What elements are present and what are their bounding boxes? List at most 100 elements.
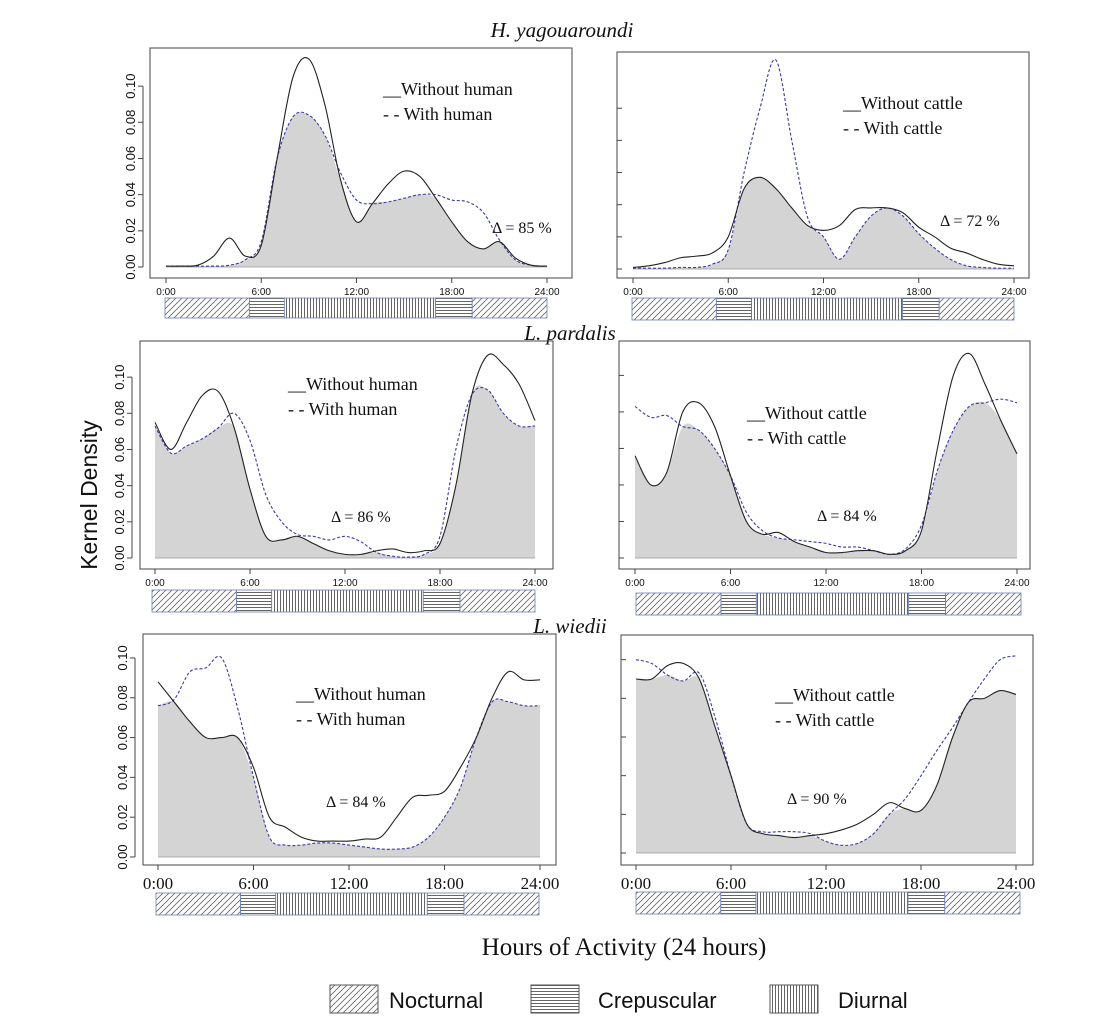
series-legend-entry: - - With cattle (843, 118, 942, 138)
y-tick-label: 0.02 (115, 805, 130, 830)
period-bar-diurnal (275, 892, 428, 916)
series-legend-entry: - - With human (383, 104, 492, 124)
x-tick-label: 12:00 (807, 874, 846, 893)
period-bar-diurnal (283, 297, 436, 319)
period-bar-crepuscular (426, 892, 465, 916)
period-legend: Nocturnal Crepuscular Diurnal (329, 984, 908, 1014)
plot-frame (139, 340, 554, 570)
y-tick-label: 0.00 (115, 844, 130, 869)
panel-2: 0:00 6:00 12:00 18:00 24:00 0.00 0.02 0.04 0.06 0… (112, 340, 554, 613)
period-bar-crepuscular (720, 592, 757, 616)
period-bar-crepuscular (248, 297, 285, 319)
x-tick-label: 18:00 (427, 578, 452, 589)
series-legend-entry: __Without cattle (842, 93, 963, 113)
period-bar-nocturnal (155, 892, 241, 916)
period-bar-nocturnal (164, 297, 250, 319)
period-bar-diurnal (271, 589, 424, 613)
overlap-area (635, 401, 1017, 558)
series-line-with (635, 655, 1017, 846)
period-bar-nocturnal (151, 589, 237, 613)
x-tick-label: 24:00 (997, 874, 1036, 893)
period-bar-crepuscular (715, 297, 752, 321)
y-tick-label: 0.02 (123, 218, 138, 243)
overlap-label: Δ = 72 % (940, 213, 1000, 230)
x-tick-label: 18:00 (909, 578, 934, 589)
series-legend-entry: - - With human (296, 709, 405, 729)
x-tick-label: 6:00 (716, 874, 746, 893)
y-tick-label: 0.10 (112, 364, 127, 389)
period-bar-diurnal (755, 891, 909, 915)
panel-1: 0:00 6:00 12:00 18:00 24:00 __Without cattle -… (616, 51, 1030, 321)
y-tick-label: 0.04 (123, 182, 138, 207)
overlap-area (636, 675, 1016, 853)
overlap-label: Δ = 84 % (326, 794, 386, 811)
period-bar-nocturnal (631, 297, 717, 321)
x-tick-label: 12:00 (332, 578, 357, 589)
plot-frame (618, 340, 1031, 570)
overlap-area (166, 112, 547, 268)
x-tick-label: 18:00 (902, 874, 941, 893)
period-bar-nocturnal (459, 589, 536, 613)
y-tick-label: 0.08 (123, 110, 138, 135)
period-bar-nocturnal (944, 891, 1021, 915)
x-tick-label: 12:00 (330, 874, 369, 893)
x-tick-label: 0:00 (621, 874, 651, 893)
x-tick-label: 12:00 (811, 287, 836, 298)
period-bar-crepuscular (902, 297, 940, 321)
x-tick-label: 18:00 (425, 874, 464, 893)
overlap-label: Δ = 90 % (787, 791, 847, 808)
period-bar-crepuscular (422, 589, 461, 613)
period-bar-nocturnal (471, 297, 548, 319)
series-legend-entry: __Without human (382, 79, 513, 99)
x-tick-label: 12:00 (344, 287, 369, 298)
y-tick-label: 0.02 (112, 509, 127, 534)
panel-0: 0:00 6:00 12:00 18:00 24:00 0.00 0.02 0.04 0.06 0… (123, 47, 573, 319)
y-tick-label: 0.10 (115, 645, 130, 670)
row-title-0: H. yagouaroundi (490, 18, 634, 42)
series-line-without (632, 176, 1015, 268)
legend-label-diurnal: Diurnal (838, 988, 908, 1013)
period-bar-crepuscular (720, 891, 757, 915)
y-tick-label: 0.06 (112, 437, 127, 462)
overlap-area (155, 385, 535, 558)
x-tick-label: 6:00 (238, 874, 268, 893)
panel-5: 0:00 6:00 12:00 18:00 24:00 __Without cattle -… (620, 634, 1036, 915)
x-tick-label: 0:00 (145, 578, 165, 589)
y-tick-label: 0.08 (115, 685, 130, 710)
x-tick-label: 18:00 (439, 287, 464, 298)
x-tick-label: 6:00 (240, 578, 260, 589)
x-tick-label: 24:00 (1004, 578, 1029, 589)
series-legend-entry: __Without cattle (746, 403, 867, 423)
y-axis-label: Kernel Density (76, 420, 102, 570)
period-bar-crepuscular (908, 592, 947, 616)
x-tick-label: 0:00 (143, 874, 173, 893)
period-bar-crepuscular (435, 297, 473, 319)
legend-swatch-crepuscular (530, 984, 580, 1014)
y-tick-label: 0.06 (123, 146, 138, 171)
plot-frame (149, 47, 573, 279)
panel-4: 0:00 6:00 12:00 18:00 24:00 0.00 0.02 0.04 0.06 0… (115, 633, 560, 916)
period-bar-crepuscular (240, 892, 277, 916)
x-tick-label: 12:00 (813, 578, 838, 589)
series-legend-entry: - - With cattle (775, 710, 874, 730)
y-tick-label: 0.10 (123, 73, 138, 98)
period-bar-nocturnal (945, 592, 1022, 616)
x-tick-label: 0:00 (156, 287, 176, 298)
series-legend-entry: - - With cattle (747, 428, 846, 448)
series-line-without (165, 57, 548, 267)
period-bar-nocturnal (635, 592, 722, 616)
x-tick-label: 6:00 (252, 287, 272, 298)
y-tick-label: 0.04 (112, 473, 127, 498)
x-tick-label: 24:00 (1001, 287, 1026, 298)
x-tick-label: 24:00 (521, 874, 560, 893)
overlap-area (633, 177, 1014, 269)
series-line-with (166, 111, 548, 267)
series-line-without (634, 352, 1018, 555)
x-tick-label: 6:00 (721, 578, 741, 589)
x-tick-label: 24:00 (534, 287, 559, 298)
period-bar-crepuscular (907, 891, 946, 915)
overlap-label: Δ = 86 % (331, 509, 391, 526)
series-legend-entry: __Without human (295, 684, 426, 704)
period-bar-nocturnal (463, 892, 540, 916)
